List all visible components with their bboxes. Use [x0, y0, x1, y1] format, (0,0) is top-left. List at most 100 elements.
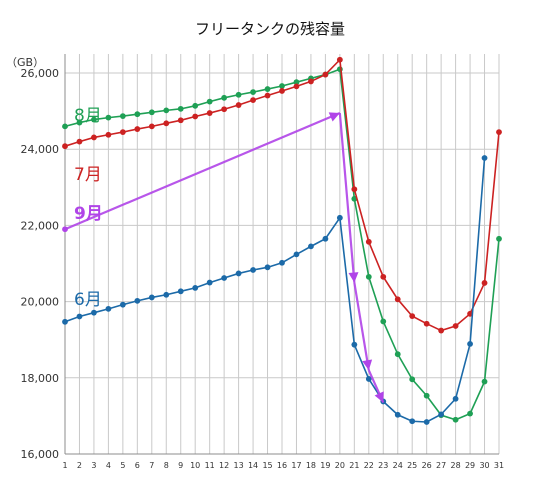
data-point: [250, 267, 256, 273]
x-axis-ticks: 1 2 3 4 5 6 7 8 9 10 11 12 13 14 15 16 17 18 19 20 21 22 23 24 2…: [62, 461, 504, 470]
data-point: [264, 264, 271, 271]
data-point: [365, 273, 372, 280]
series: [62, 56, 502, 425]
series-label-august: 8月: [74, 106, 102, 126]
data-point: [91, 309, 97, 316]
y-axis-ticks: 16,000 18,000 20,000 22,000 24,000 26,000: [21, 67, 60, 461]
x-tick-label: 26: [422, 461, 432, 470]
data-point: [134, 111, 141, 118]
data-point: [221, 275, 228, 281]
data-point: [235, 102, 242, 108]
data-point: [409, 376, 416, 383]
data-point: [293, 83, 300, 90]
data-point: [264, 86, 271, 92]
data-point: [438, 327, 445, 334]
y-tick-label: 22,000: [21, 219, 60, 232]
y-tick-label: 18,000: [21, 372, 60, 385]
data-point: [467, 341, 473, 347]
data-point: [481, 378, 488, 385]
data-point: [409, 418, 416, 425]
data-point: [163, 291, 170, 298]
x-tick-label: 13: [234, 461, 244, 470]
data-point: [322, 235, 329, 242]
data-point: [105, 305, 112, 312]
data-point: [279, 88, 285, 94]
data-point: [206, 279, 213, 286]
data-point: [496, 235, 502, 242]
annotation-arrowhead: [348, 272, 359, 283]
data-point: [105, 131, 112, 138]
x-tick-label: 12: [219, 461, 229, 470]
data-point: [394, 351, 401, 358]
data-point: [177, 288, 184, 295]
data-point: [192, 285, 199, 291]
data-point: [336, 56, 343, 63]
x-tick-label: 5: [120, 461, 125, 470]
data-point: [423, 419, 430, 425]
data-point: [62, 318, 68, 325]
data-point: [192, 102, 199, 109]
data-point: [365, 238, 372, 245]
data-point: [235, 91, 242, 98]
data-point: [380, 273, 387, 280]
data-point: [438, 411, 445, 418]
data-point: [192, 113, 199, 120]
axes: [64, 54, 499, 455]
data-point: [423, 392, 430, 399]
data-point: [206, 98, 213, 105]
series-1: [62, 66, 502, 423]
x-tick-label: 2: [77, 461, 82, 470]
series-label-july: 7月: [74, 165, 102, 185]
data-point: [119, 129, 126, 135]
annotation-arrow-segment: [64, 112, 341, 231]
data-point: [481, 155, 488, 161]
y-tick-label: 16,000: [21, 448, 60, 461]
data-point: [134, 297, 141, 304]
x-tick-label: 10: [190, 461, 200, 470]
annotations: [64, 112, 385, 404]
data-point: [496, 129, 502, 135]
data-point: [177, 105, 184, 112]
data-point: [148, 294, 155, 301]
data-point: [394, 296, 401, 303]
x-tick-label: 29: [465, 461, 475, 470]
data-point: [148, 109, 155, 116]
x-tick-label: 8: [164, 461, 169, 470]
data-point: [423, 320, 430, 327]
data-point: [76, 313, 83, 320]
data-point: [481, 280, 488, 286]
data-point: [293, 79, 300, 86]
x-tick-label: 6: [135, 461, 140, 470]
x-tick-label: 28: [451, 461, 461, 470]
x-tick-label: 25: [407, 461, 417, 470]
annotation-arrowhead: [328, 112, 340, 122]
x-tick-label: 15: [262, 461, 272, 470]
data-point: [119, 301, 126, 308]
x-tick-label: 19: [320, 461, 330, 470]
x-tick-label: 20: [335, 461, 345, 470]
data-point: [91, 134, 97, 141]
data-point: [221, 94, 228, 101]
series-3: [62, 155, 488, 425]
data-point: [119, 113, 126, 119]
data-point: [235, 270, 242, 277]
data-point: [250, 97, 256, 103]
annotation-arrow-segment: [338, 112, 356, 283]
data-point: [148, 123, 155, 130]
y-tick-label: 26,000: [21, 67, 60, 80]
x-tick-label: 31: [494, 461, 504, 470]
y-unit-label: （GB）: [6, 56, 44, 69]
data-point: [206, 110, 213, 116]
data-point: [365, 376, 372, 382]
data-point: [264, 92, 271, 99]
data-point: [221, 106, 228, 113]
data-point: [134, 126, 141, 132]
x-tick-label: 24: [393, 461, 403, 470]
data-point: [380, 318, 387, 325]
data-point: [293, 251, 300, 258]
series-labels: 8月 7月 9月 6月: [74, 106, 103, 310]
data-point: [163, 120, 170, 127]
data-point: [91, 116, 97, 123]
data-point: [322, 71, 329, 78]
